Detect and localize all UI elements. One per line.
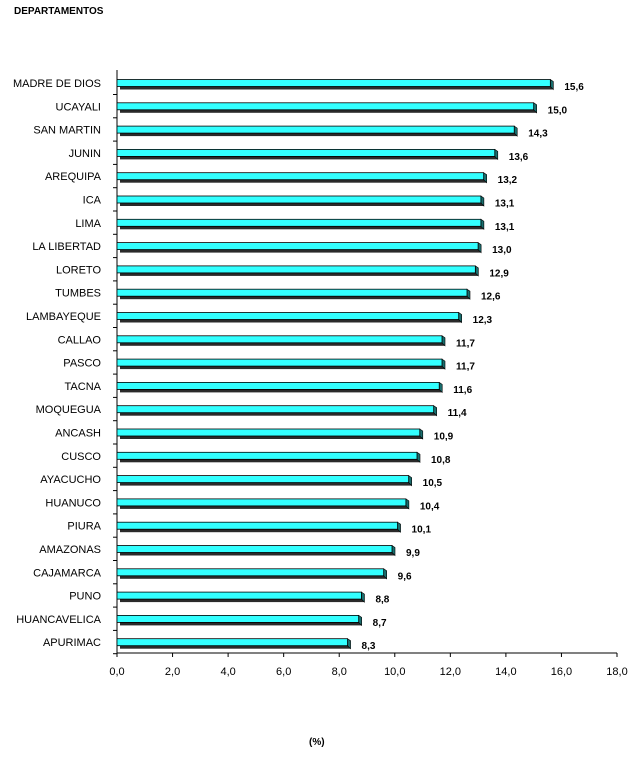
category-label: CALLAO xyxy=(58,334,102,346)
x-tick-label: 2,0 xyxy=(165,666,180,678)
value-label: 12,6 xyxy=(481,292,501,303)
bar xyxy=(116,125,515,134)
chart-title: DEPARTAMENTOS xyxy=(14,6,104,17)
value-label: 9,9 xyxy=(406,548,420,559)
bar xyxy=(116,265,476,274)
bar xyxy=(116,521,398,530)
bar xyxy=(116,358,443,367)
value-label: 8,8 xyxy=(375,595,389,606)
x-tick-label: 14,0 xyxy=(495,666,516,678)
bar xyxy=(116,381,440,390)
bar xyxy=(116,568,385,577)
value-label: 15,6 xyxy=(564,82,584,93)
category-label: SAN MARTIN xyxy=(33,125,101,137)
category-label: PUNO xyxy=(69,591,101,603)
category-label: AYACUCHO xyxy=(40,474,101,486)
category-label: PASCO xyxy=(63,358,101,370)
bar xyxy=(116,218,482,227)
category-label: APURIMAC xyxy=(43,637,101,649)
category-label: HUANCAVELICA xyxy=(16,614,101,626)
category-label: CUSCO xyxy=(61,451,101,463)
category-label: AMAZONAS xyxy=(39,544,101,556)
bar xyxy=(116,172,485,181)
bar xyxy=(116,638,348,647)
value-label: 10,4 xyxy=(420,501,440,512)
category-label: ICA xyxy=(83,195,102,207)
bar xyxy=(116,79,551,87)
value-label: 9,6 xyxy=(398,571,412,582)
category-label: CAJAMARCA xyxy=(33,567,102,579)
bar xyxy=(116,148,496,157)
category-label: LORETO xyxy=(56,264,101,276)
bar xyxy=(116,591,362,600)
value-label: 11,7 xyxy=(456,338,475,349)
x-tick-label: 4,0 xyxy=(220,666,235,678)
x-tick-label: 8,0 xyxy=(332,666,347,678)
value-label: 13,2 xyxy=(498,175,518,186)
category-label: LIMA xyxy=(75,218,101,230)
value-label: 10,9 xyxy=(434,432,454,443)
value-label: 10,8 xyxy=(431,455,451,466)
category-label: PIURA xyxy=(67,521,101,533)
value-label: 15,0 xyxy=(548,105,568,116)
bar xyxy=(116,498,407,507)
bar xyxy=(116,475,410,484)
bar xyxy=(116,102,535,111)
category-label: HUANUCO xyxy=(45,497,101,509)
x-tick-label: 0,0 xyxy=(109,666,124,678)
x-tick-label: 10,0 xyxy=(384,666,405,678)
bar xyxy=(116,335,443,344)
x-tick-label: 12,0 xyxy=(440,666,461,678)
bar xyxy=(116,195,482,204)
value-label: 11,6 xyxy=(453,385,472,396)
value-label: 13,1 xyxy=(495,199,515,210)
x-tick-label: 18,0 xyxy=(606,666,627,678)
value-label: 14,3 xyxy=(528,129,548,140)
bar xyxy=(116,615,360,623)
x-axis-title: (%) xyxy=(309,737,325,748)
category-label: ANCASH xyxy=(55,428,101,440)
category-label: LAMBAYEQUE xyxy=(26,311,101,323)
category-label: AREQUIPA xyxy=(45,171,102,183)
category-label: MADRE DE DIOS xyxy=(13,78,101,90)
value-label: 12,9 xyxy=(489,268,509,279)
value-label: 8,3 xyxy=(362,641,376,652)
bar xyxy=(116,288,468,297)
x-tick-label: 6,0 xyxy=(276,666,291,678)
value-label: 12,3 xyxy=(473,315,493,326)
value-label: 10,5 xyxy=(423,478,443,489)
value-label: 11,4 xyxy=(448,408,467,419)
category-label: TACNA xyxy=(65,381,102,393)
bar xyxy=(116,545,393,553)
value-label: 11,7 xyxy=(456,362,475,373)
category-label: MOQUEGUA xyxy=(36,404,102,416)
bar xyxy=(116,312,460,320)
category-label: JUNIN xyxy=(69,148,101,160)
value-label: 10,1 xyxy=(412,525,432,536)
value-label: 13,1 xyxy=(495,222,515,233)
category-label: TUMBES xyxy=(55,288,101,300)
value-label: 8,7 xyxy=(373,618,387,629)
value-label: 13,0 xyxy=(492,245,512,256)
x-tick-label: 16,0 xyxy=(551,666,572,678)
category-label: LA LIBERTAD xyxy=(32,241,101,253)
bar xyxy=(116,405,435,414)
bar xyxy=(116,451,418,460)
bar xyxy=(116,242,479,251)
category-label: UCAYALI xyxy=(56,101,101,113)
value-label: 13,6 xyxy=(509,152,529,163)
bar xyxy=(116,428,421,437)
